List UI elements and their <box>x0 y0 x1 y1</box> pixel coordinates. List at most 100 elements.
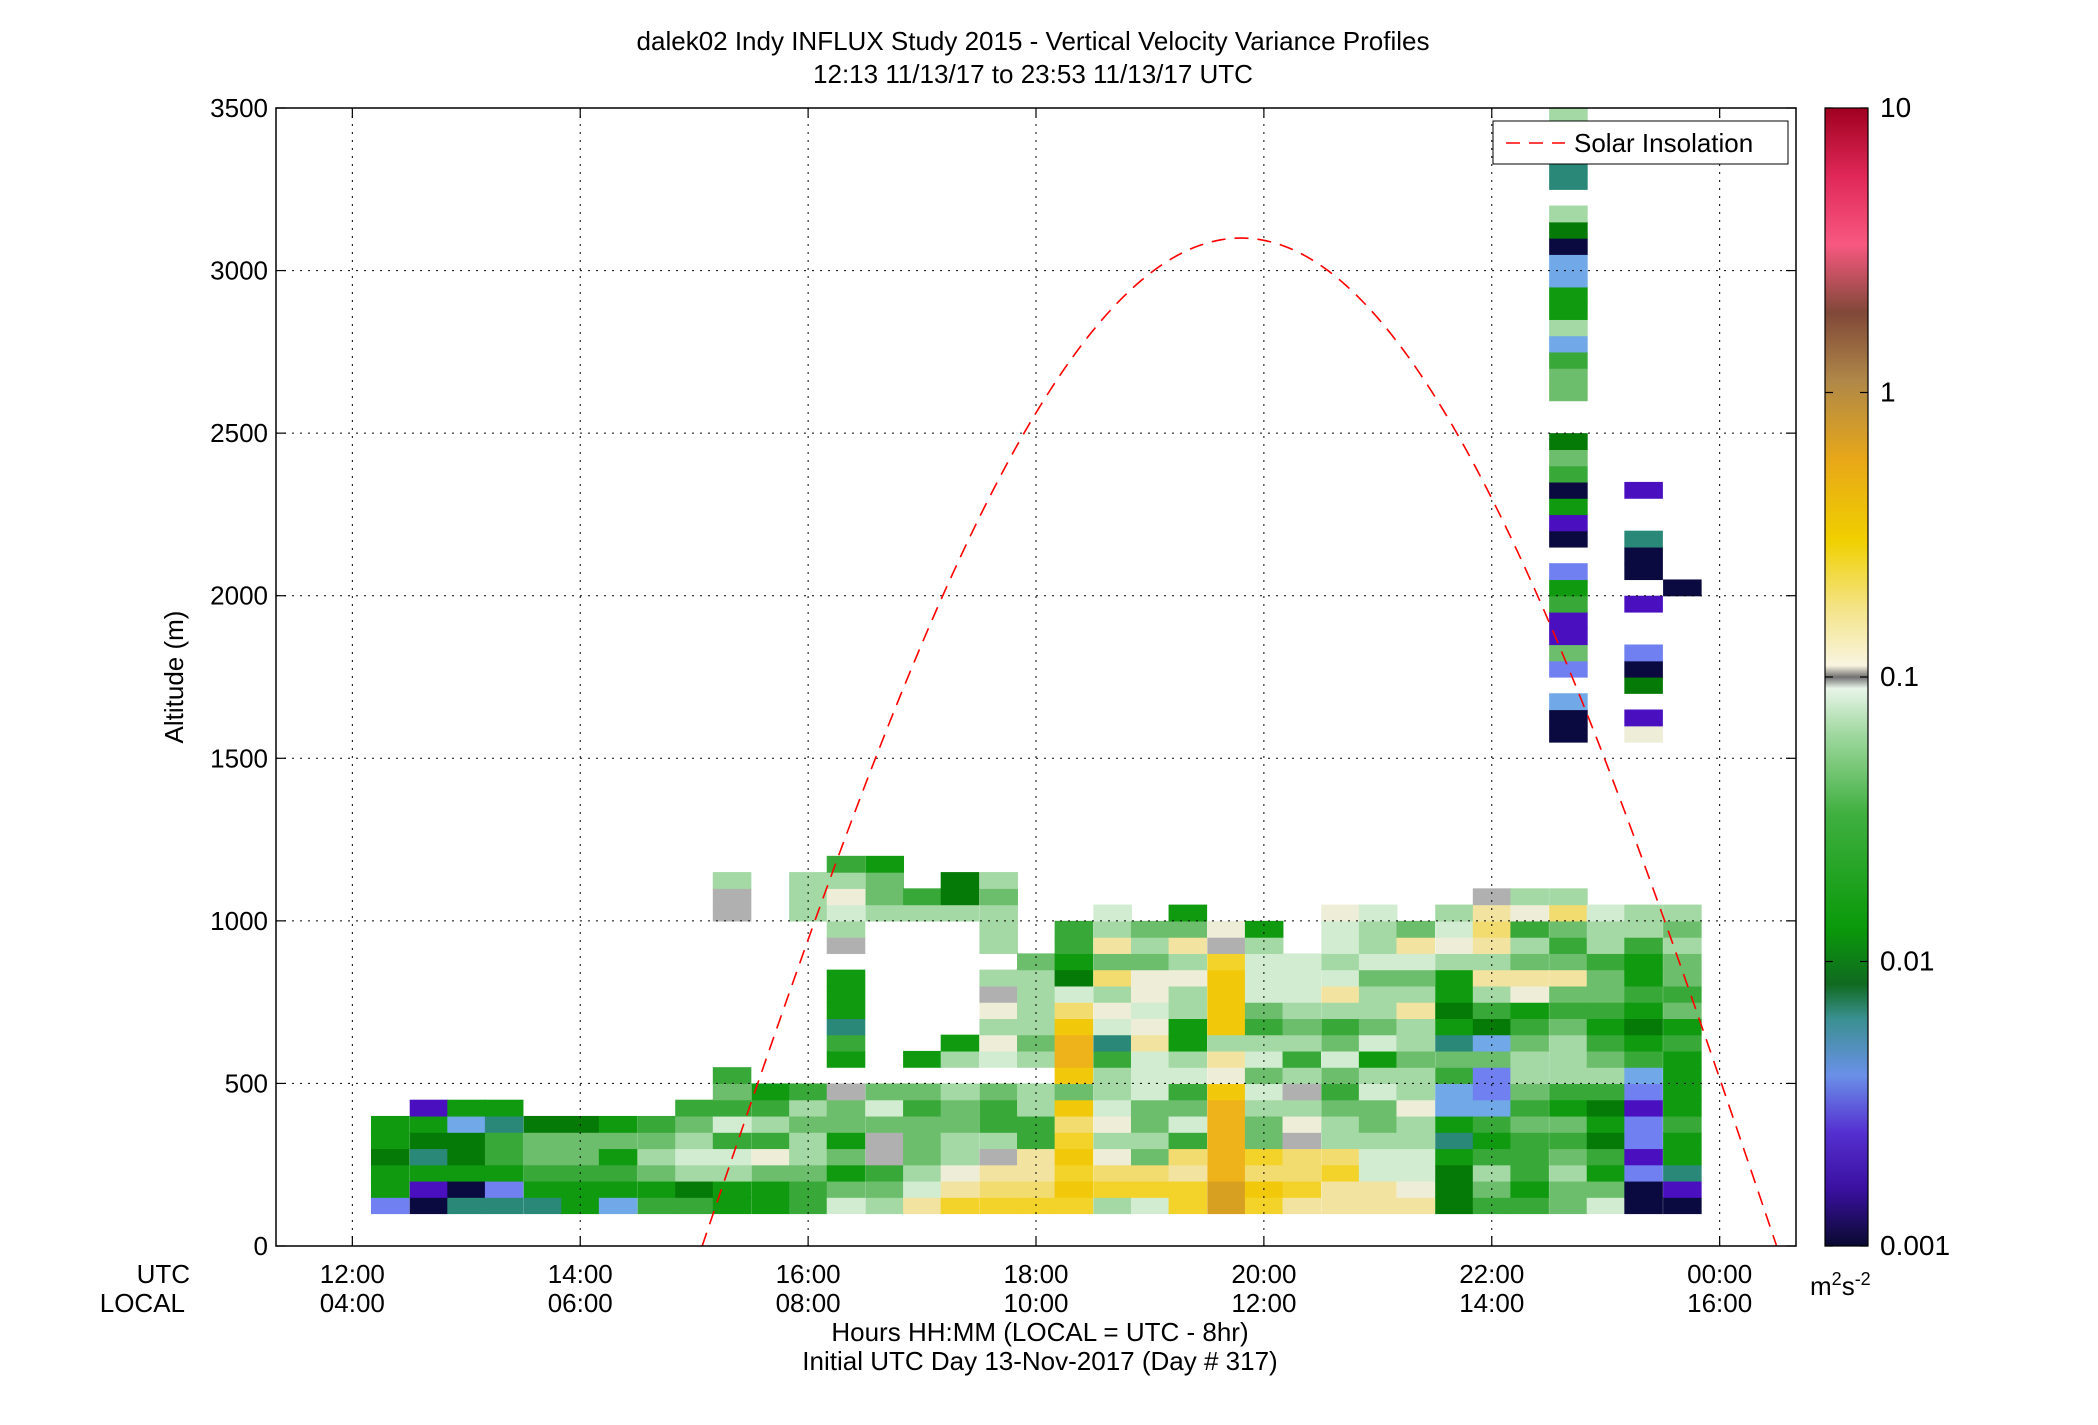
x-tick-label-local: 10:00 <box>1003 1288 1068 1318</box>
heatmap-cell <box>1549 969 1588 987</box>
heatmap-cell <box>751 1197 791 1215</box>
heatmap-cell <box>751 1083 791 1101</box>
heatmap-cell <box>979 904 1018 922</box>
heatmap-cell <box>751 1099 791 1117</box>
heatmap-cell <box>1510 953 1549 971</box>
heatmap-cell <box>1207 1018 1246 1036</box>
heatmap-cell <box>1624 1164 1663 1182</box>
heatmap-cell <box>1093 1018 1132 1036</box>
heatmap-cell <box>979 1002 1018 1019</box>
heatmap-cell <box>1549 351 1588 369</box>
heatmap-cell <box>1168 969 1208 987</box>
heatmap-cell <box>1510 1115 1549 1133</box>
heatmap-cell <box>1624 677 1663 694</box>
heatmap-cell <box>1586 904 1626 922</box>
heatmap-cell <box>1624 904 1663 922</box>
heatmap-cell <box>1396 920 1435 938</box>
heatmap-cell <box>1549 904 1588 922</box>
heatmap-cell <box>1624 1050 1663 1068</box>
heatmap-cell <box>1549 270 1588 288</box>
heatmap-cell <box>1244 920 1284 938</box>
heatmap-cell <box>712 1197 752 1215</box>
heatmap-cell <box>1435 1132 1474 1150</box>
heatmap-cell <box>1396 1148 1435 1166</box>
heatmap-cell <box>1282 1050 1322 1068</box>
heatmap-cell <box>1435 1050 1474 1068</box>
heatmap-cell <box>447 1099 486 1117</box>
x-tick-label-utc: 14:00 <box>548 1259 613 1289</box>
heatmap-cell <box>1549 1115 1588 1133</box>
heatmap-cell <box>1093 1148 1132 1166</box>
heatmap-cell <box>979 1180 1018 1198</box>
heatmap-cell <box>1663 1018 1702 1036</box>
heatmap-cell <box>1282 1197 1322 1215</box>
heatmap-cell <box>675 1132 714 1150</box>
heatmap-cell <box>1435 1083 1474 1101</box>
heatmap-cell <box>1168 1002 1208 1019</box>
heatmap-cell <box>1435 937 1474 954</box>
heatmap-cell <box>1586 1148 1626 1166</box>
heatmap-cell <box>1168 1034 1208 1052</box>
heatmap-cell <box>1549 335 1588 353</box>
heatmap-cell <box>370 1164 410 1182</box>
heatmap-cell <box>1510 1148 1549 1166</box>
heatmap-cell <box>1549 644 1588 662</box>
heatmap-cell <box>1624 644 1663 662</box>
heatmap-cell <box>447 1180 486 1198</box>
heatmap-cell <box>1549 254 1588 272</box>
heatmap-cell <box>1549 530 1588 548</box>
heatmap-cell <box>1168 904 1208 922</box>
heatmap-cell <box>1244 1018 1284 1036</box>
heatmap-cell <box>1282 1148 1322 1166</box>
heatmap-cell <box>675 1148 714 1166</box>
x-tick-label-local: 06:00 <box>548 1288 613 1318</box>
heatmap-cell <box>1624 1067 1663 1085</box>
heatmap-cell <box>1321 1034 1360 1052</box>
y-axis-label: Altitude (m) <box>159 611 189 744</box>
heatmap-cell <box>1586 1002 1626 1019</box>
heatmap-cell <box>1358 1050 1398 1068</box>
heatmap-cell <box>1586 969 1626 987</box>
heatmap-cell <box>1130 1083 1170 1101</box>
y-tick-label: 1500 <box>210 743 268 773</box>
heatmap-cell <box>1624 1083 1663 1101</box>
heatmap-cell <box>1624 1002 1663 1019</box>
x-tick-label-utc: 12:00 <box>320 1259 385 1289</box>
heatmap-cell <box>1510 1034 1549 1052</box>
heatmap-cell <box>409 1099 449 1117</box>
heatmap-cell <box>826 985 866 1003</box>
heatmap-cell <box>826 937 866 954</box>
heatmap-cell <box>1282 1034 1322 1052</box>
heatmap-cell <box>1624 595 1663 613</box>
heatmap-cell <box>826 1132 866 1150</box>
heatmap-cell <box>903 1099 942 1117</box>
heatmap-cell <box>1435 1197 1474 1215</box>
heatmap-cell <box>826 1083 866 1101</box>
heatmap-cell <box>1624 920 1663 938</box>
heatmap-cell <box>1054 1018 1094 1036</box>
heatmap-cell <box>1168 1197 1208 1215</box>
heatmap-cell <box>1549 238 1588 255</box>
heatmap-cell <box>1663 1034 1702 1052</box>
heatmap-cell <box>1624 546 1663 564</box>
heatmap-cell <box>1472 1067 1512 1085</box>
heatmap-cell <box>1472 904 1512 922</box>
heatmap-cell <box>1549 888 1588 906</box>
heatmap-cell <box>1321 1083 1360 1101</box>
heatmap-cell <box>1549 303 1588 320</box>
x-axis-label: Hours HH:MM (LOCAL = UTC - 8hr) <box>831 1317 1248 1347</box>
heatmap-cell <box>1054 1083 1094 1101</box>
heatmap-cell <box>1358 1132 1398 1150</box>
heatmap-cell <box>979 872 1018 889</box>
heatmap-cell <box>1663 937 1702 954</box>
heatmap-cell <box>1093 937 1132 954</box>
heatmap-cell <box>1017 953 1056 971</box>
heatmap-cell <box>1017 1034 1056 1052</box>
heatmap-cell <box>865 888 905 906</box>
heatmap-cell <box>1586 1050 1626 1068</box>
x-tick-label-utc: 20:00 <box>1231 1259 1296 1289</box>
heatmap-cell <box>1549 579 1588 597</box>
heatmap-cell <box>1054 920 1094 938</box>
heatmap-cell <box>1586 920 1626 938</box>
heatmap-cell <box>484 1115 524 1133</box>
